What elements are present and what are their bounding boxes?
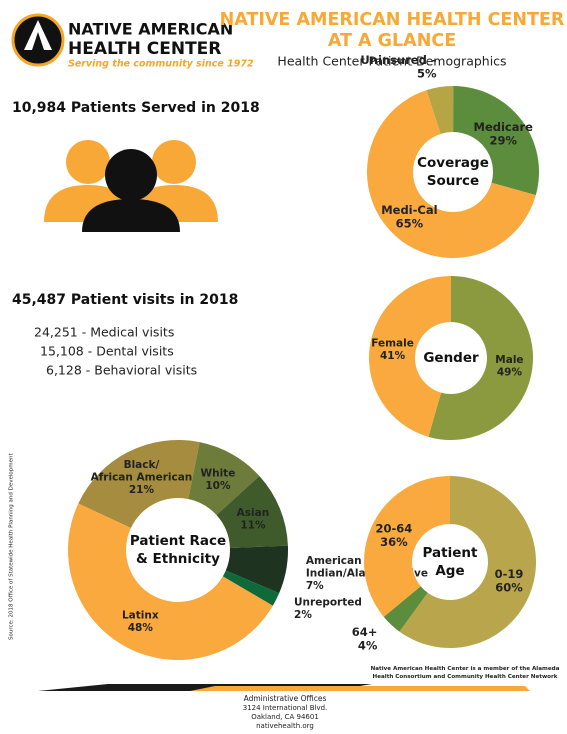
category-label: Medicare — [474, 120, 534, 134]
donut-segment — [78, 440, 200, 529]
category-label: Uninsured – — [360, 53, 436, 67]
subtitle: Health Center Patient Demographics — [277, 54, 506, 69]
title: AT A GLANCE — [328, 31, 456, 51]
donut-segment — [383, 586, 428, 632]
visit-line: 15,108 - Dental visits — [40, 344, 174, 359]
donut-segment — [426, 86, 454, 134]
category-label: American — [306, 555, 362, 567]
logo — [11, 13, 65, 67]
chart-title: Gender — [423, 350, 479, 366]
chart-title: Patient Race — [130, 533, 226, 549]
address: nativehealth.org — [256, 722, 314, 730]
footer-strip — [190, 686, 530, 691]
category-label: White — [201, 467, 236, 479]
category-label: Male — [495, 354, 523, 366]
donut-segment — [363, 476, 450, 617]
value-label: 36% — [380, 535, 408, 549]
visit-line: 6,128 - Behavioral visits — [46, 363, 197, 378]
visit-line: 24,251 - Medical visits — [34, 325, 174, 340]
category-label: 64+ — [352, 625, 378, 639]
category-label: Unreported — [294, 596, 362, 608]
value-label: 49% — [497, 366, 523, 378]
category-label: Female — [371, 338, 414, 350]
donut-segment — [369, 276, 451, 437]
donut-segment — [225, 545, 288, 594]
value-label: 29% — [489, 133, 517, 147]
source-note: Source: 2018 Office of Statewide Health … — [9, 452, 15, 640]
donut-segment — [453, 86, 539, 196]
visits-stat: 45,487 Patient visits in 2018 — [12, 292, 238, 308]
member-note: Native American Health Center is a membe… — [370, 666, 560, 680]
donut-segment — [68, 503, 273, 660]
title: NATIVE AMERICAN HEALTH CENTER — [220, 10, 565, 30]
chart-title: Source — [427, 173, 479, 189]
value-label: 5% — [417, 67, 437, 81]
chart-title: Age — [435, 563, 464, 579]
value-label: 2% — [294, 609, 312, 621]
category-label: Medi-Cal — [381, 203, 437, 217]
value-label: 4% — [358, 639, 378, 653]
category-label: Asian — [237, 507, 270, 519]
category-label: African American — [91, 472, 193, 484]
people-icon — [44, 140, 218, 232]
chart-title: Patient — [423, 545, 478, 561]
address: 3124 International Blvd. — [243, 704, 328, 712]
value-label: 21% — [129, 484, 155, 496]
value-label: 10% — [205, 480, 231, 492]
org-name: HEALTH CENTER — [68, 39, 221, 59]
patients-stat: 10,984 Patients Served in 2018 — [12, 100, 260, 116]
value-label: 7% — [306, 580, 324, 592]
value-label: 41% — [380, 350, 406, 362]
donut-segment — [366, 90, 536, 258]
donut-segment — [222, 570, 280, 606]
address: Administrative Offices — [244, 694, 327, 703]
value-label: 11% — [240, 520, 266, 532]
value-label: 60% — [495, 580, 523, 594]
value-label: 65% — [396, 217, 424, 231]
category-label: 20-64 — [376, 521, 413, 535]
category-label: Latinx — [122, 609, 159, 621]
tagline: Serving the community since 1972 — [68, 59, 254, 70]
donut-segment — [428, 276, 534, 440]
donut-segment — [188, 442, 260, 516]
category-label: 0-19 — [495, 567, 524, 581]
address: Oakland, CA 94601 — [251, 713, 319, 721]
chart-title: & Ethnicity — [136, 551, 220, 567]
donut-segment — [216, 476, 288, 548]
value-label: 48% — [128, 622, 154, 634]
donut-segment — [399, 476, 536, 649]
chart-title: Coverage — [417, 155, 489, 171]
category-label: Black/ — [124, 459, 160, 471]
org-name: NATIVE AMERICAN — [68, 20, 233, 39]
